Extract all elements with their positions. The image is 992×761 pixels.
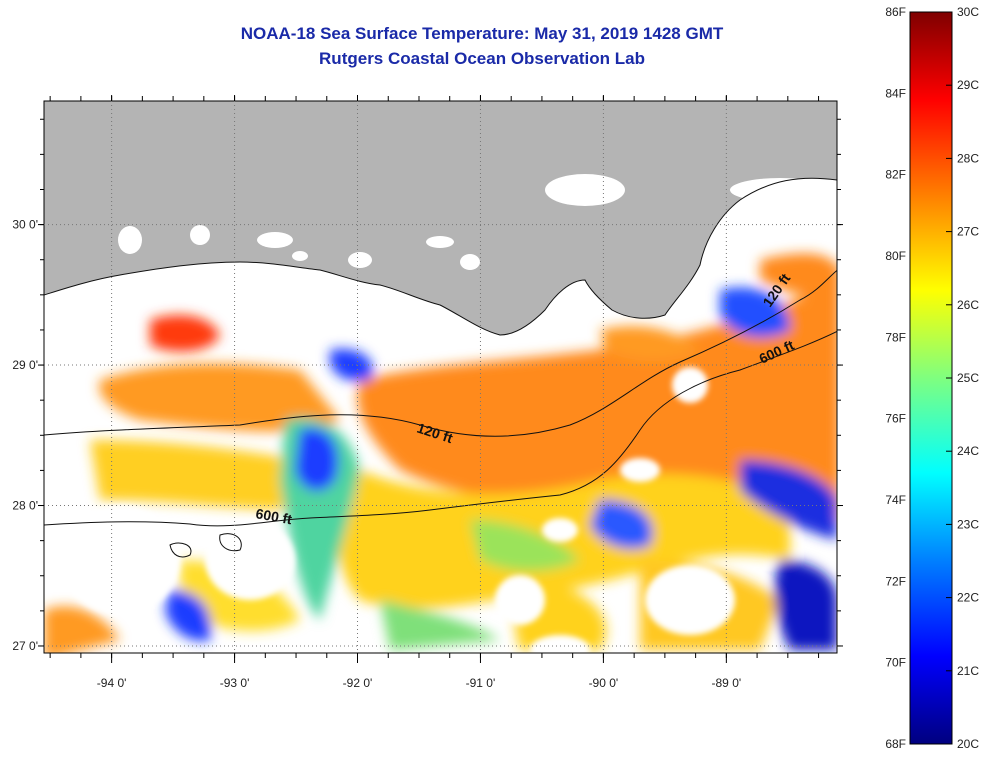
- lat-tick-label: 28 0': [12, 499, 38, 513]
- contour-600ft-line: [44, 330, 837, 527]
- coastline: [44, 177, 837, 336]
- lon-tick-label: -91 0': [466, 676, 496, 690]
- colorbar-label-c: 28C: [957, 151, 979, 165]
- colorbar: [909, 11, 953, 745]
- lon-tick-label: -89 0': [712, 676, 742, 690]
- plot-frame: [43, 100, 838, 654]
- colorbar-label-c: 23C: [957, 517, 979, 531]
- colorbar-label-c: 20C: [957, 737, 979, 751]
- colorbar-label-c: 27C: [957, 225, 979, 239]
- contour-600ft-islands: [169, 533, 242, 558]
- colorbar-label-c: 24C: [957, 444, 979, 458]
- colorbar-labels: 86F 84F 82F 80F 78F 76F 74F 72F 70F 68F 30C 29C 28C 2…: [885, 5, 979, 751]
- lon-tick-label: -90 0': [589, 676, 619, 690]
- colorbar-label-c: 30C: [957, 5, 979, 19]
- contour-120ft-line: [44, 269, 837, 437]
- colorbar-label-f: 70F: [885, 656, 906, 670]
- lon-tick-label: -93 0': [220, 676, 250, 690]
- lon-tick-label: -92 0': [343, 676, 373, 690]
- colorbar-label-f: 80F: [885, 249, 906, 263]
- land-mass: [44, 101, 837, 335]
- colorbar-label-c: 26C: [957, 298, 979, 312]
- colorbar-label-c: 29C: [957, 78, 979, 92]
- colorbar-label-f: 68F: [885, 737, 906, 751]
- colorbar-label-f: 78F: [885, 330, 906, 344]
- colorbar-label-f: 76F: [885, 412, 906, 426]
- lon-tick-label: -94 0': [97, 676, 127, 690]
- lat-tick-label: 27 0': [12, 639, 38, 653]
- colorbar-label-c: 21C: [957, 664, 979, 678]
- colorbar-label-f: 86F: [885, 5, 906, 19]
- map-title: NOAA-18 Sea Surface Temperature: May 31,…: [240, 24, 724, 43]
- inland-water: [118, 174, 830, 270]
- lat-tick-label: 30 0': [12, 218, 38, 232]
- colorbar-label-f: 84F: [885, 86, 906, 100]
- cloud-gaps: [60, 367, 735, 653]
- lat-tick-label: 29 0': [12, 358, 38, 372]
- axis-ticks: -94 0' -93 0' -92 0' -91 0' -90 0' -89 0' 30 0…: [12, 95, 843, 690]
- colorbar-label-f: 82F: [885, 168, 906, 182]
- map-subtitle: Rutgers Coastal Ocean Observation Lab: [319, 49, 645, 68]
- colorbar-label-f: 74F: [885, 493, 906, 507]
- colorbar-label-c: 22C: [957, 591, 979, 605]
- colorbar-label-c: 25C: [957, 371, 979, 385]
- contour-label-600ft: 600 ft: [254, 505, 293, 527]
- map-plot-area: [44, 101, 837, 653]
- colorbar-label-f: 72F: [885, 574, 906, 588]
